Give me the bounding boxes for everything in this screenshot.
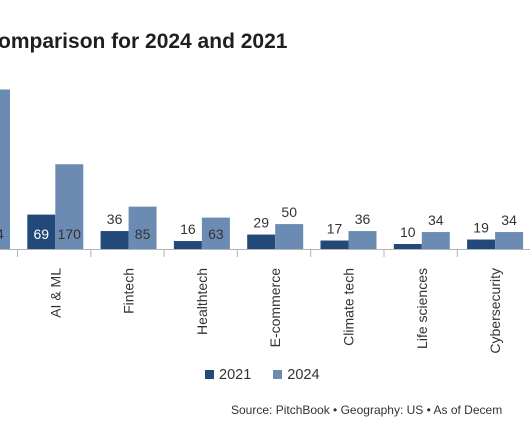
- data-label-2021-fintech: 36: [107, 211, 123, 227]
- data-label-2024-life-sciences: 34: [428, 212, 444, 228]
- category-label-fintech: Fintech: [121, 268, 137, 314]
- category-label-ai-ml: AI & ML: [47, 268, 63, 318]
- data-label-2024-climate-tech: 36: [355, 211, 371, 227]
- category-label-climate-tech: Climate tech: [341, 268, 357, 346]
- chart-title: omparison for 2024 and 2021: [0, 30, 288, 53]
- category-label-healthtech: Healthtech: [194, 268, 210, 335]
- bar-2024-cybersecurity: [495, 232, 524, 249]
- legend: 2021 2024: [205, 367, 338, 383]
- data-label-2024-ai-ml: 170: [58, 226, 82, 242]
- bar-2024-life-sciences: [421, 232, 450, 249]
- category-label-e-commerce: E-commerce: [267, 268, 283, 348]
- bar-2024-ai-ml: [55, 164, 84, 249]
- bar-2021-life-sciences: [393, 244, 422, 249]
- data-label-2024-fintech: 85: [135, 226, 151, 242]
- legend-item-2021: 2021: [205, 367, 251, 383]
- bar-2021-cybersecurity: [467, 239, 496, 249]
- bar-2024-climate-tech: [348, 231, 377, 249]
- bar-2021-healthtech: [173, 241, 202, 249]
- data-label-2021-ai-ml: 69: [34, 226, 50, 242]
- data-label-2021-cybersecurity: 19: [473, 220, 489, 236]
- data-label-2021-climate-tech: 17: [327, 221, 343, 237]
- data-label-2024-e-commerce: 50: [281, 204, 297, 220]
- bar-2021-e-commerce: [247, 234, 276, 249]
- source-note: Source: PitchBook • Geography: US • As o…: [231, 403, 503, 417]
- data-label-2024-healthtech: 63: [208, 226, 224, 242]
- bar-2024-e-commerce: [275, 224, 304, 249]
- data-label-2021-e-commerce: 29: [253, 215, 269, 231]
- category-label-cybersecurity: Cybersecurity: [487, 268, 503, 354]
- bar-2024-healthtech: [201, 217, 230, 249]
- legend-item-2024: 2024: [273, 367, 320, 383]
- data-label-2024-first: 94: [0, 226, 4, 242]
- bar-2021-ai-ml: [27, 214, 56, 249]
- data-label-2021-healthtech: 16: [180, 221, 196, 237]
- legend-label-2021: 2021: [219, 367, 252, 383]
- bar-2021-climate-tech: [320, 240, 349, 249]
- bar-2024-fintech: [128, 206, 157, 249]
- data-label-2021-life-sciences: 10: [400, 224, 416, 240]
- category-label-life-sciences: Life sciences: [414, 268, 430, 349]
- legend-swatch-2024: [273, 370, 283, 379]
- legend-label-2024: 2024: [287, 367, 320, 383]
- data-label-2024-cybersecurity: 34: [501, 212, 517, 228]
- bar-2024-first: [0, 89, 10, 249]
- legend-swatch-2021: [205, 370, 214, 379]
- bar-2021-fintech: [100, 231, 129, 249]
